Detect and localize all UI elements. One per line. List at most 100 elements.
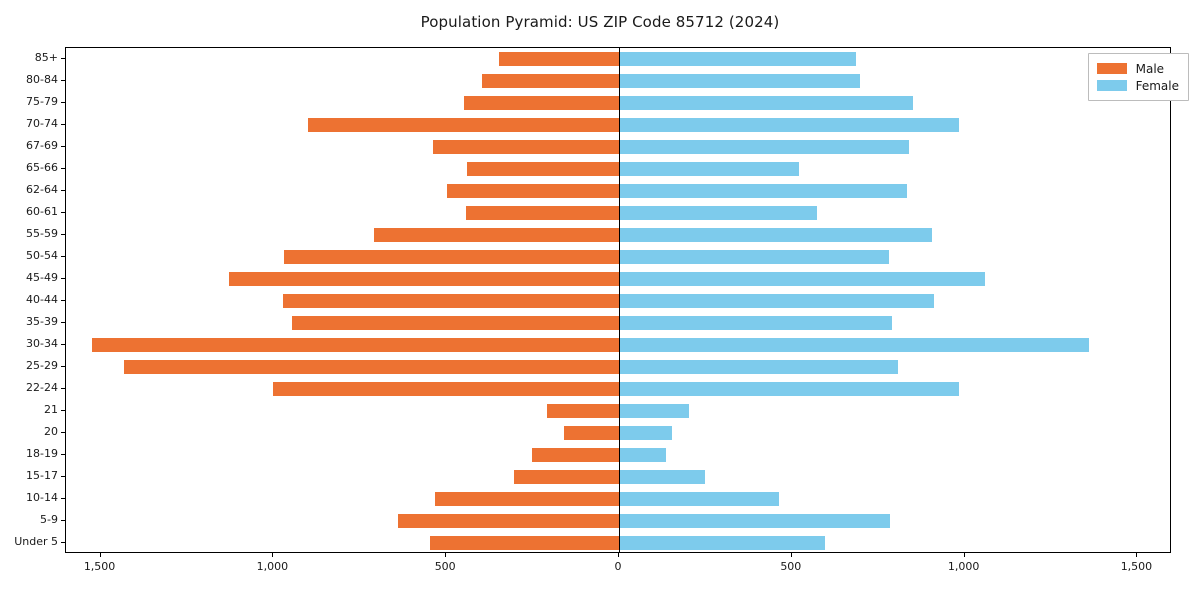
y-tick-mark [61,366,65,367]
bar-female[interactable] [619,316,893,330]
bar-row [66,448,1170,462]
bar-row [66,404,1170,418]
bar-female[interactable] [619,514,891,528]
bar-female[interactable] [619,470,705,484]
x-tick-mark [964,553,965,557]
bar-female[interactable] [619,184,907,198]
y-tick-label: 80-84 [26,73,58,86]
bar-female[interactable] [619,96,913,110]
bar-female[interactable] [619,338,1090,352]
bar-female[interactable] [619,360,899,374]
bar-male[interactable] [283,294,619,308]
y-tick-label: 75-79 [26,95,58,108]
bars-layer [66,48,1170,552]
y-tick-mark [61,432,65,433]
bar-row [66,272,1170,286]
bar-male[interactable] [229,272,619,286]
bar-male[interactable] [429,536,619,550]
bar-female[interactable] [619,536,825,550]
y-tick-label: 30-34 [26,337,58,350]
chart-legend: Male Female [1087,53,1189,101]
x-tick-label: 500 [780,560,802,573]
bar-female[interactable] [619,228,932,242]
bar-row [66,74,1170,88]
y-tick-label: 5-9 [40,513,58,526]
bar-male[interactable] [465,206,619,220]
bar-female[interactable] [619,162,799,176]
bar-row [66,162,1170,176]
x-tick-mark [1136,553,1137,557]
y-tick-mark [61,234,65,235]
bar-row [66,250,1170,264]
y-tick-mark [61,410,65,411]
y-tick-mark [61,102,65,103]
bar-female[interactable] [619,294,935,308]
bar-male[interactable] [513,470,619,484]
y-tick-label: 22-24 [26,381,58,394]
legend-swatch-female [1096,80,1127,91]
bar-male[interactable] [398,514,619,528]
bar-female[interactable] [619,492,780,506]
bar-male[interactable] [434,492,619,506]
x-tick-mark [791,553,792,557]
plot-area [65,47,1171,553]
bar-male[interactable] [464,96,619,110]
bar-female[interactable] [619,118,960,132]
bar-female[interactable] [619,74,861,88]
bar-male[interactable] [307,118,619,132]
y-tick-label: 50-54 [26,249,58,262]
bar-male[interactable] [433,140,619,154]
bar-female[interactable] [619,206,818,220]
bar-male[interactable] [466,162,619,176]
bar-row [66,96,1170,110]
bar-male[interactable] [547,404,619,418]
bar-female[interactable] [619,382,960,396]
y-tick-mark [61,322,65,323]
x-tick-label: 1,000 [947,560,980,573]
bar-male[interactable] [292,316,619,330]
bar-female[interactable] [619,448,667,462]
y-tick-mark [61,454,65,455]
y-tick-mark [61,476,65,477]
bar-male[interactable] [284,250,619,264]
y-tick-label: 21 [44,403,58,416]
bar-female[interactable] [619,272,986,286]
bar-female[interactable] [619,250,890,264]
bar-row [66,52,1170,66]
legend-label-male: Male [1135,61,1165,76]
bar-male[interactable] [373,228,619,242]
bar-row [66,184,1170,198]
y-tick-mark [61,498,65,499]
legend-label-female: Female [1135,78,1179,93]
y-tick-label: 15-17 [26,469,58,482]
y-tick-label: 18-19 [26,447,58,460]
x-tick-mark [618,553,619,557]
y-tick-mark [61,146,65,147]
bar-male[interactable] [563,426,619,440]
bar-male[interactable] [482,74,619,88]
bar-row [66,294,1170,308]
bar-male[interactable] [447,184,619,198]
bar-male[interactable] [531,448,619,462]
y-tick-label: 25-29 [26,359,58,372]
bar-row [66,536,1170,550]
bar-female[interactable] [619,52,856,66]
bar-female[interactable] [619,140,910,154]
bar-male[interactable] [498,52,619,66]
y-tick-mark [61,80,65,81]
x-tick-label: 1,000 [256,560,289,573]
bar-male[interactable] [91,338,619,352]
legend-item-male[interactable]: Male [1096,60,1179,77]
y-tick-label: 60-61 [26,205,58,218]
y-tick-label: 40-44 [26,293,58,306]
bar-row [66,338,1170,352]
y-tick-label: 67-69 [26,139,58,152]
legend-item-female[interactable]: Female [1096,77,1179,94]
bar-male[interactable] [273,382,619,396]
bar-female[interactable] [619,404,689,418]
x-tick-mark [100,553,101,557]
bar-male[interactable] [124,360,619,374]
bar-female[interactable] [619,426,672,440]
y-tick-label: 45-49 [26,271,58,284]
